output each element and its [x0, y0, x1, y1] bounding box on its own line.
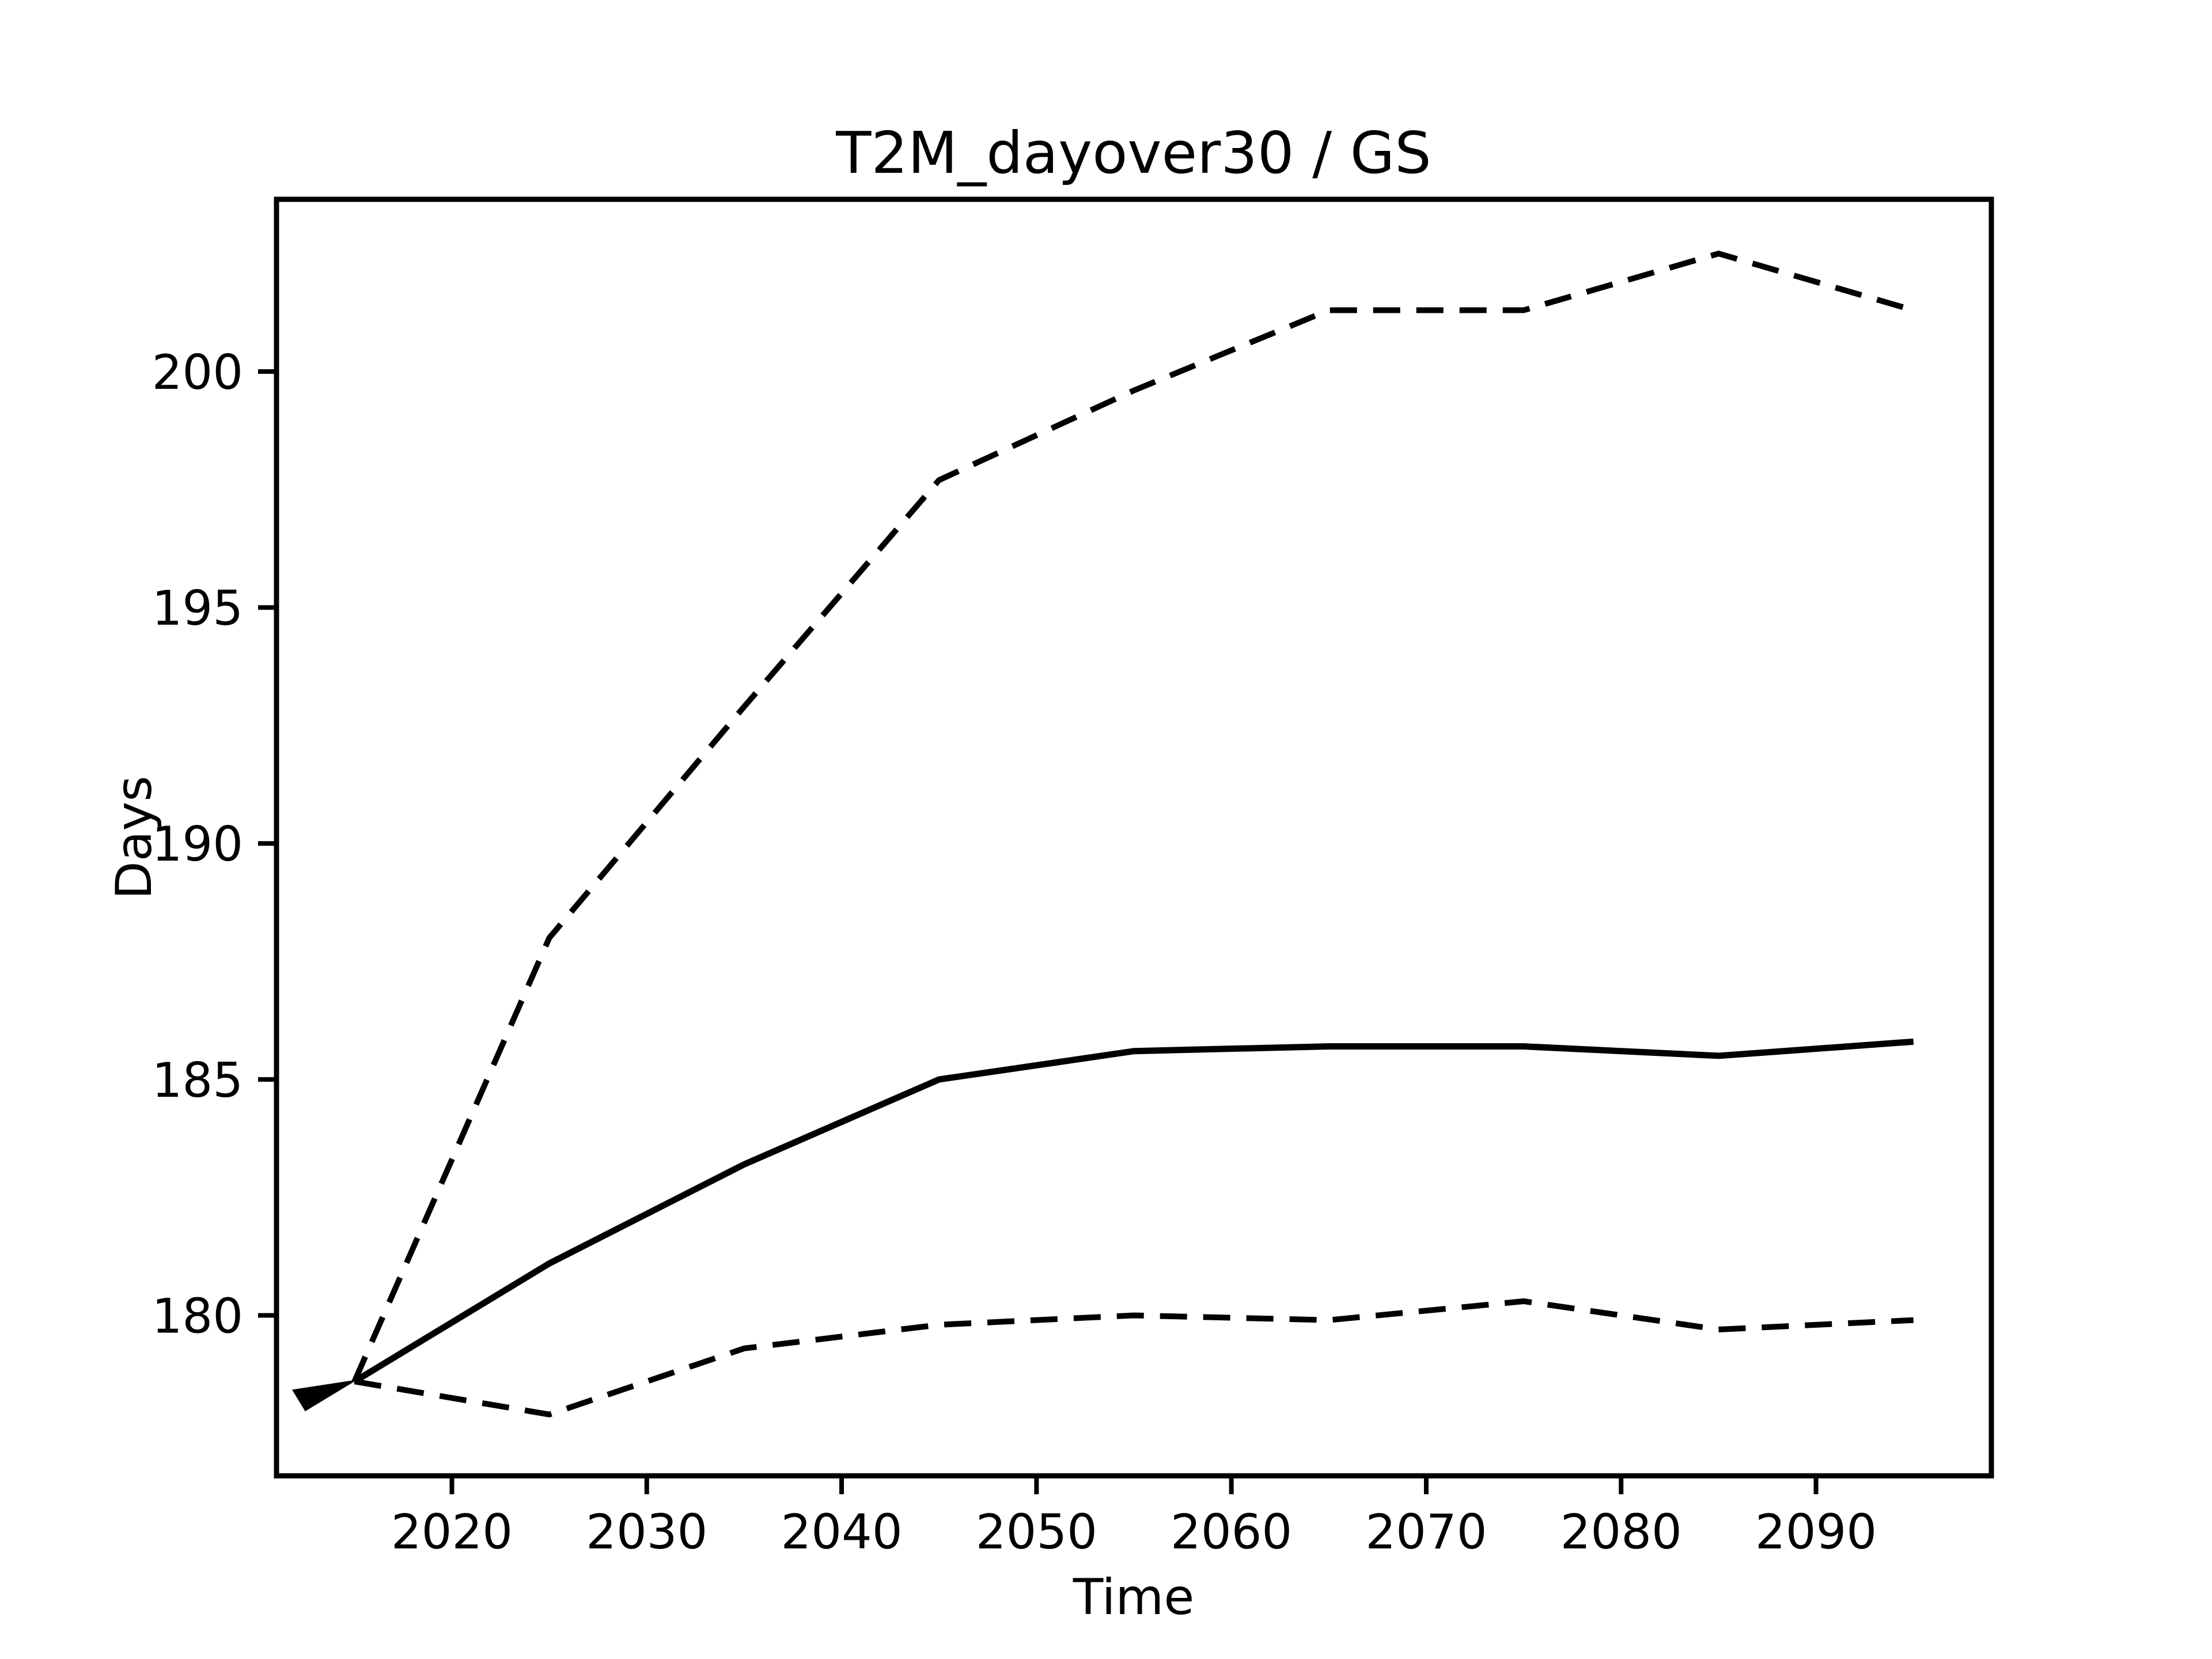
chart-title: T2M_dayover30 / GS	[835, 119, 1431, 187]
mean-line	[354, 1038, 1914, 1381]
x-axis-label: Time	[1073, 1569, 1194, 1626]
x-tick-label: 2040	[781, 1504, 902, 1560]
x-tick-label: 2060	[1171, 1504, 1292, 1560]
x-tick-label: 2050	[976, 1504, 1097, 1560]
lower-bound-line	[354, 1298, 1914, 1418]
y-axis-ticks: 180 185 190 195 200	[152, 344, 276, 1344]
y-tick-label: 180	[152, 1288, 243, 1344]
y-tick-label: 190	[152, 816, 243, 872]
x-tick-label: 2080	[1560, 1504, 1682, 1560]
upper-bound-line	[351, 250, 1915, 1383]
x-axis-ticks: 2020 2030 2040 2050 2060 2070 2080 2090	[391, 1476, 1877, 1560]
x-tick-label: 2020	[391, 1504, 513, 1560]
x-tick-label: 2090	[1755, 1504, 1877, 1560]
y-axis-label: Days	[105, 776, 163, 900]
y-tick-label: 195	[152, 581, 243, 637]
x-tick-label: 2070	[1365, 1504, 1487, 1560]
y-tick-label: 185	[152, 1052, 243, 1108]
x-tick-label: 2030	[586, 1504, 707, 1560]
plot-border	[274, 196, 1994, 1479]
series-lines	[351, 250, 1915, 1418]
y-tick-label: 200	[152, 344, 243, 400]
